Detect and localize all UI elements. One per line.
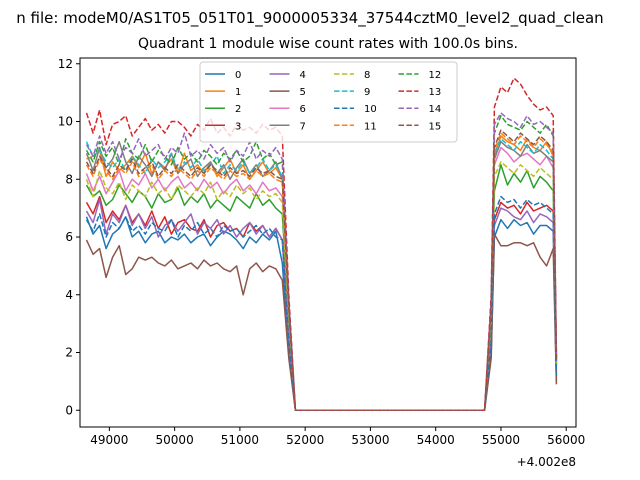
legend-label: 3 [235,121,241,132]
series-line-15 [85,129,558,412]
x-tick-label: 49000 [90,433,128,447]
x-tick-label: 54000 [417,433,455,447]
x-tick-label: 50000 [156,433,194,447]
x-tick-label: 53000 [351,433,389,447]
y-tick-label: 4 [65,288,73,302]
figure-title: n file: modeM0/AS1T05_051T01_9000005334_… [0,9,640,27]
legend-box [199,61,458,143]
x-tick-label: 56000 [547,433,585,447]
legend-label: 7 [300,121,306,132]
y-axis: 0 2 4 6 8 10 12 [58,57,80,417]
series-line-12 [85,114,558,412]
legend-label: 10 [364,104,377,115]
series-line-11 [85,132,558,412]
x-tick-label: 52000 [286,433,324,447]
series-line-6 [85,146,558,412]
chart-title: Quadrant 1 module wise count rates with … [138,36,518,52]
legend-label: 0 [235,70,241,81]
x-tick-label: 51000 [221,433,259,447]
legend-label: 11 [364,121,377,132]
y-tick-label: 6 [65,230,73,244]
legend-label: 5 [300,87,306,98]
x-axis: 49000 50000 51000 52000 53000 54000 55000 56000 [90,427,585,447]
legend-label: 4 [300,70,306,81]
legend-label: 6 [300,104,306,115]
x-offset-label: +4.002e8 [517,455,576,469]
legend-label: 12 [429,70,442,81]
series-line-8 [85,161,558,412]
series-line-10 [85,195,558,412]
y-tick-label: 8 [65,172,73,186]
legend-label: 1 [235,87,241,98]
legend-label: 8 [364,70,370,81]
figure-title-text: n file: modeM0/AS1T05_051T01_9000005334_… [16,9,604,27]
legend-label: 9 [364,87,370,98]
legend-label: 15 [429,121,442,132]
y-tick-label: 2 [65,346,73,360]
y-tick-label: 12 [58,57,73,71]
series-line-4 [85,198,558,412]
legend-label: 14 [429,104,442,115]
series-line-5 [85,233,558,412]
series-line-14 [85,112,558,412]
series-line-9 [85,138,558,412]
series-layer [85,77,558,412]
series-line-1 [86,135,558,412]
y-tick-label: 0 [65,403,73,417]
legend-label: 13 [429,87,442,98]
series-line-2 [85,164,558,412]
series-line-0 [85,216,558,412]
x-tick-label: 55000 [482,433,520,447]
plot-frame [79,57,577,428]
y-tick-label: 10 [58,115,73,129]
legend-label: 2 [235,104,241,115]
